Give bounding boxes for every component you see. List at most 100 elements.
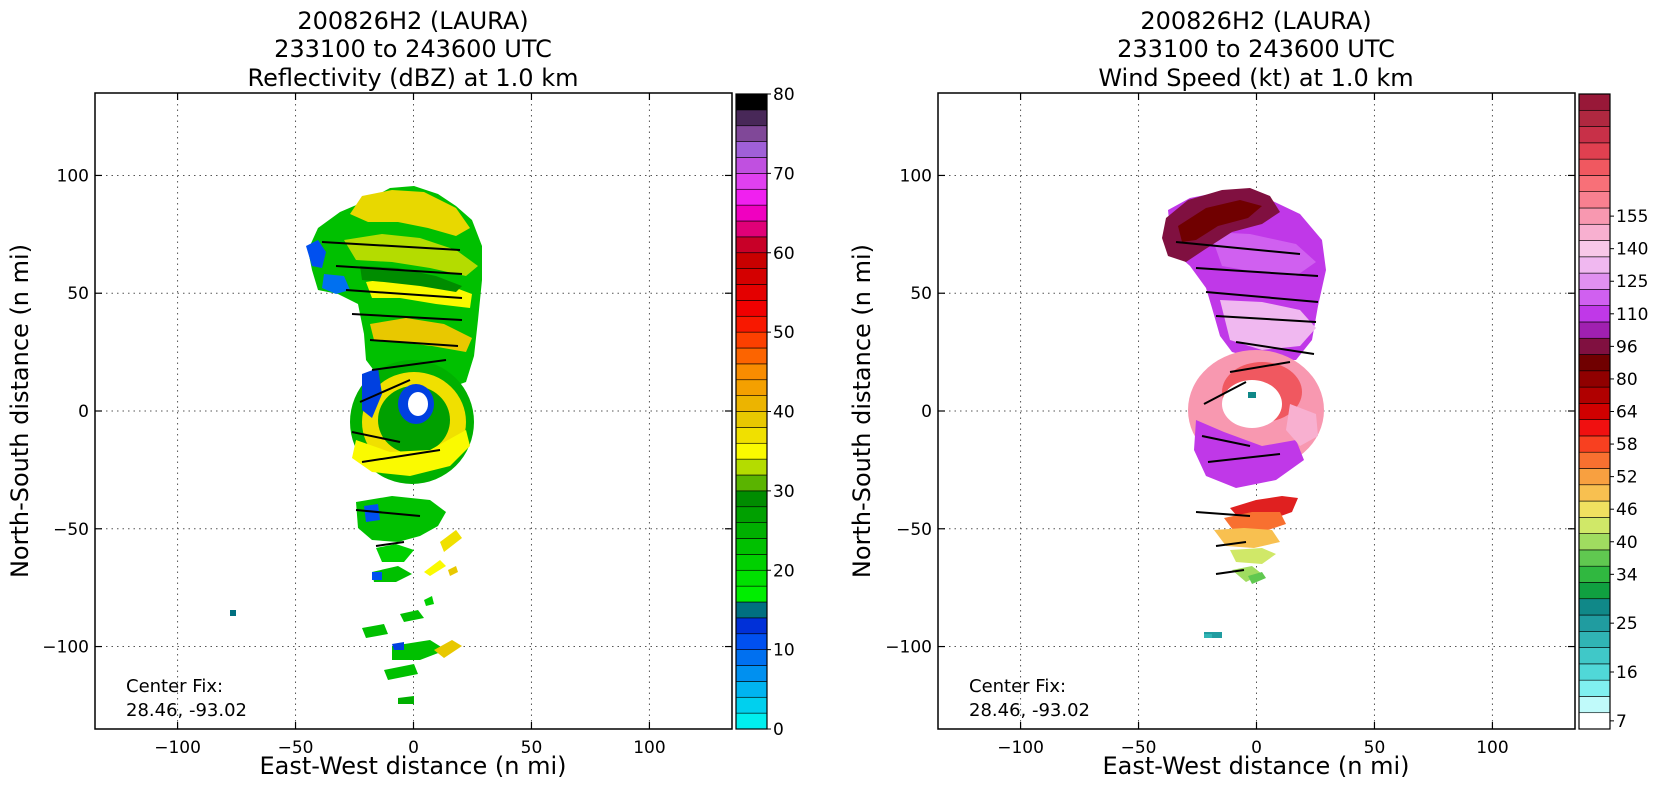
reflectivity-colorbar-swatch xyxy=(735,109,768,127)
reflectivity-colorbar-swatch xyxy=(735,188,768,206)
reflectivity-south-band-1 xyxy=(356,496,446,542)
windspeed-colorbar-tick-label: 40 xyxy=(1616,533,1638,553)
windspeed-south-eyewall-pink xyxy=(1286,404,1318,446)
windspeed-eye xyxy=(1222,380,1282,428)
windspeed-colorbar-tick-label: 155 xyxy=(1616,207,1648,227)
windspeed-colorbar-swatch xyxy=(1578,354,1611,372)
reflectivity-colorbar-swatch xyxy=(735,649,768,666)
reflectivity-colorbar-swatch xyxy=(735,681,768,698)
windspeed-colorbar-swatch xyxy=(1578,305,1611,323)
reflectivity-south-frag-2 xyxy=(424,596,434,606)
reflectivity-colorbar-tick-label: 80 xyxy=(773,85,795,105)
windspeed-colorbar-swatch xyxy=(1578,419,1611,437)
windspeed-south-band-yellow xyxy=(1214,528,1280,548)
windspeed-south-band-lightyellow xyxy=(1230,548,1276,564)
reflectivity-south-band-3-blue xyxy=(372,572,382,580)
reflectivity-colorbar-swatch xyxy=(735,331,768,349)
windspeed-x-tick-label: 0 xyxy=(1251,738,1262,758)
reflectivity-colorbar-swatch xyxy=(735,569,768,587)
reflectivity-colorbar-swatch xyxy=(735,141,768,158)
windspeed-colorbar-swatch xyxy=(1578,647,1611,665)
reflectivity-edge-blue-w xyxy=(322,274,350,294)
reflectivity-title-line-2: 233100 to 243600 UTC xyxy=(274,35,552,63)
reflectivity-axis-ticks: −100 −50 0 50 100 −100 −50 0 50 100 xyxy=(42,93,732,758)
reflectivity-colorbar-swatch xyxy=(735,236,768,254)
reflectivity-band-yellow-1 xyxy=(350,190,470,236)
windspeed-colorbar-swatch xyxy=(1578,712,1611,730)
reflectivity-y-tick-label: 50 xyxy=(67,284,89,304)
reflectivity-edge-blue-nw xyxy=(306,240,326,268)
windspeed-y-axis-label: North-South distance (n mi) xyxy=(848,244,876,578)
reflectivity-colorbar-swatch xyxy=(735,617,768,635)
reflectivity-colorbar-swatch xyxy=(735,125,768,142)
windspeed-axis-ticks: −100 −50 0 50 100 −100 −50 0 50 100 xyxy=(885,93,1575,758)
reflectivity-south-frag-1 xyxy=(400,610,424,622)
reflectivity-colorbar-swatch xyxy=(735,379,768,396)
reflectivity-colorbar-swatch xyxy=(735,490,768,508)
reflectivity-colorbar-tick-label: 20 xyxy=(773,561,795,581)
windspeed-colorbar-swatch xyxy=(1578,468,1611,486)
reflectivity-band-green-dark xyxy=(360,266,462,292)
windspeed-colorbar-swatch xyxy=(1578,240,1611,258)
windspeed-colorbar-tick-label: 64 xyxy=(1616,403,1638,423)
windspeed-y-tick-label: −50 xyxy=(896,520,932,540)
reflectivity-field xyxy=(230,186,482,704)
windspeed-center-fix-coords: 28.46, -93.02 xyxy=(969,700,1090,721)
reflectivity-eyewall-south-band xyxy=(352,430,470,476)
reflectivity-wind-barbs xyxy=(321,241,463,547)
reflectivity-y-tick-label: 100 xyxy=(57,166,89,186)
windspeed-x-tick-label: −100 xyxy=(997,738,1044,758)
windspeed-colorbar-swatch xyxy=(1578,142,1611,160)
reflectivity-south-frag-yellow-2 xyxy=(424,560,446,576)
windspeed-colorbar-tick-label: 7 xyxy=(1616,712,1627,732)
windspeed-colorbar-swatch xyxy=(1578,272,1611,290)
reflectivity-colorbar-swatch xyxy=(735,665,768,682)
windspeed-colorbar-swatch xyxy=(1578,126,1611,144)
reflectivity-colorbar-swatch xyxy=(735,522,768,539)
windspeed-title-line-1: 200826H2 (LAURA) xyxy=(1140,7,1371,35)
reflectivity-colorbar-tick-label: 30 xyxy=(773,482,795,502)
reflectivity-colorbar-swatch xyxy=(735,411,768,428)
reflectivity-colorbar-swatch xyxy=(735,712,768,730)
windspeed-colorbar-swatch xyxy=(1578,679,1611,697)
windspeed-x-tick-label: 50 xyxy=(1364,738,1386,758)
reflectivity-colorbar-swatch xyxy=(735,315,768,333)
reflectivity-colorbar-tick-label: 40 xyxy=(773,403,795,423)
reflectivity-colorbar-swatch xyxy=(735,506,768,523)
windspeed-colorbar-tick-label: 140 xyxy=(1616,240,1648,260)
windspeed-north-band-violet xyxy=(1210,232,1316,276)
windspeed-colorbar-tick-label: 52 xyxy=(1616,468,1638,488)
reflectivity-south-frag-yellow-3 xyxy=(448,566,458,576)
reflectivity-band-yellow-3 xyxy=(366,276,472,308)
reflectivity-center-fix-coords: 28.46, -93.02 xyxy=(126,700,247,721)
reflectivity-isolated-echo xyxy=(230,610,236,616)
reflectivity-colorbar-swatch xyxy=(735,554,768,571)
reflectivity-y-axis-label: North-South distance (n mi) xyxy=(6,244,34,578)
reflectivity-south-frag-yellow-1 xyxy=(440,530,462,552)
windspeed-field xyxy=(1162,188,1326,638)
windspeed-colorbar-swatch xyxy=(1578,175,1611,192)
windspeed-colorbar-swatch xyxy=(1578,223,1611,241)
windspeed-colorbar-tick-label: 16 xyxy=(1616,663,1638,683)
windspeed-title-line-2: 233100 to 243600 UTC xyxy=(1117,35,1395,63)
reflectivity-south-frag-5 xyxy=(384,664,418,680)
reflectivity-colorbar-swatch xyxy=(735,252,768,269)
windspeed-colorbar-swatch xyxy=(1578,321,1611,339)
reflectivity-eyewall-west-blue xyxy=(362,368,382,418)
reflectivity-colorbar-tick-label: 10 xyxy=(773,641,795,661)
reflectivity-colorbar-swatch xyxy=(735,696,768,714)
reflectivity-colorbar-swatch xyxy=(735,347,768,365)
reflectivity-colorbar-swatch xyxy=(735,173,768,190)
windspeed-colorbar-swatch xyxy=(1578,256,1611,274)
windspeed-colorbar-swatch xyxy=(1578,614,1611,632)
reflectivity-eye xyxy=(408,392,428,416)
windspeed-colorbar: 7 16 25 34 40 46 52 58 64 80 96 110 125 140 155 xyxy=(1578,93,1648,732)
reflectivity-colorbar-swatch xyxy=(735,157,768,174)
reflectivity-colorbar-tick-label: 0 xyxy=(773,720,784,740)
windspeed-colorbar-swatch xyxy=(1578,158,1611,176)
reflectivity-south-band-1-blue xyxy=(364,504,380,522)
reflectivity-colorbar-swatch xyxy=(735,284,768,301)
windspeed-title-line-3: Wind Speed (kt) at 1.0 km xyxy=(1098,64,1413,92)
reflectivity-colorbar-swatch xyxy=(735,427,768,444)
